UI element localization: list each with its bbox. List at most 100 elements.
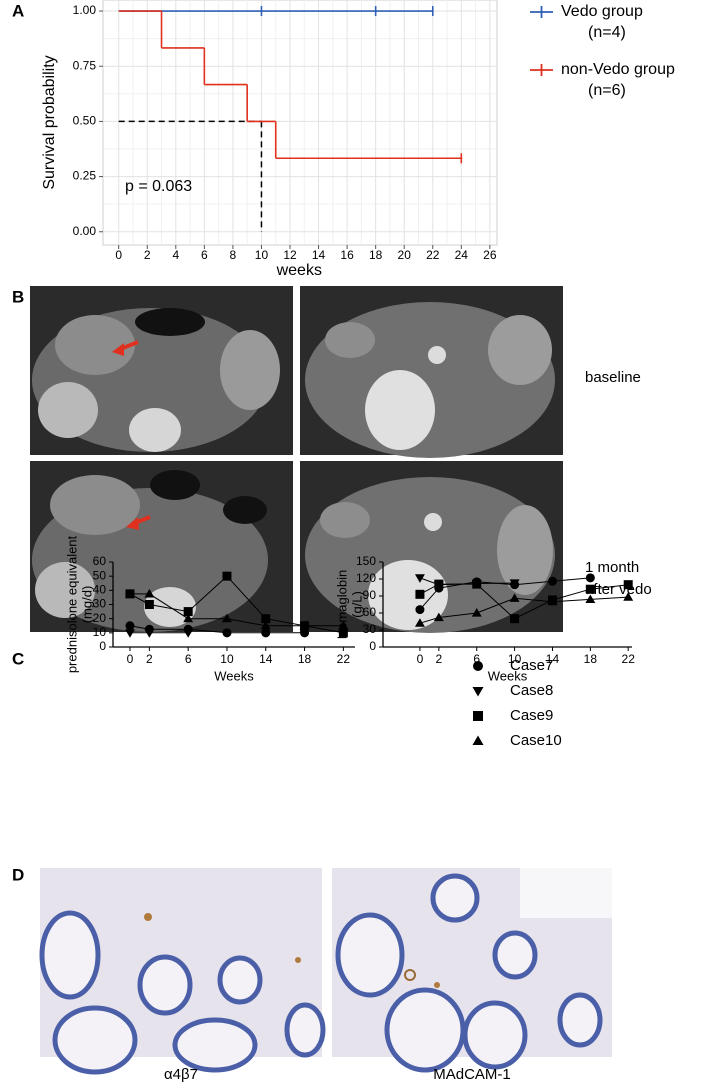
y-tick-label: 0 bbox=[99, 639, 106, 653]
marker bbox=[222, 628, 232, 638]
marker bbox=[144, 629, 155, 638]
marker bbox=[299, 620, 310, 630]
x-tick-label: 14 bbox=[546, 652, 560, 666]
x-tick-label: 20 bbox=[398, 248, 412, 262]
y-tick-label: 0 bbox=[369, 639, 376, 653]
x-tick-label: 4 bbox=[172, 248, 179, 262]
marker bbox=[415, 589, 425, 599]
marker bbox=[222, 571, 232, 581]
marker bbox=[547, 596, 558, 606]
legend-label: (n=4) bbox=[588, 24, 626, 41]
x-tick-label: 10 bbox=[220, 652, 234, 666]
marker bbox=[623, 592, 634, 601]
marker bbox=[509, 579, 520, 588]
x-tick-label: 6 bbox=[185, 652, 192, 666]
panel-label: A bbox=[12, 1, 24, 20]
ct-image bbox=[30, 286, 293, 455]
x-tick-label: 22 bbox=[337, 652, 351, 666]
x-tick-label: 10 bbox=[508, 652, 522, 666]
x-tick-label: 6 bbox=[201, 248, 208, 262]
x-tick-label: 2 bbox=[144, 248, 151, 262]
marker bbox=[338, 620, 349, 630]
marker bbox=[585, 594, 596, 603]
x-tick-label: 2 bbox=[146, 652, 153, 666]
marker bbox=[473, 661, 483, 671]
x-tick-label: 18 bbox=[298, 652, 312, 666]
y-tick-label: 120 bbox=[356, 571, 376, 585]
ct-image bbox=[30, 461, 293, 632]
x-tick-label: 12 bbox=[283, 248, 297, 262]
y-tick-label: 0.00 bbox=[73, 224, 97, 238]
marker bbox=[125, 629, 135, 638]
x-tick-label: 0 bbox=[127, 652, 134, 666]
y-tick-label: 150 bbox=[356, 554, 376, 568]
x-tick-label: 0 bbox=[115, 248, 122, 262]
legend-label: non-Vedo group bbox=[561, 61, 675, 78]
panel-label: C bbox=[12, 649, 24, 668]
y-tick-label: 0.75 bbox=[73, 58, 97, 72]
x-axis-title: Weeks bbox=[214, 668, 254, 683]
y-axis-title: (g/L) bbox=[349, 591, 364, 618]
x-tick-label: 18 bbox=[584, 652, 598, 666]
x-tick-label: 8 bbox=[230, 248, 237, 262]
marker bbox=[510, 614, 520, 624]
ct-row-label: after vedo bbox=[585, 581, 652, 598]
y-axis-title: Hemaglobin bbox=[334, 570, 349, 639]
x-tick-label: 6 bbox=[473, 652, 480, 666]
marker bbox=[414, 574, 425, 583]
legend-label: Vedo group bbox=[561, 3, 643, 20]
marker bbox=[472, 579, 482, 589]
y-tick-label: 20 bbox=[93, 611, 107, 625]
y-axis-title: prednisolone equivalent bbox=[64, 535, 79, 673]
marker bbox=[472, 735, 484, 745]
marker bbox=[260, 620, 271, 630]
marker bbox=[183, 607, 193, 617]
marker bbox=[472, 687, 484, 697]
marker bbox=[473, 711, 483, 721]
y-tick-label: 60 bbox=[363, 605, 377, 619]
y-tick-label: 50 bbox=[93, 568, 107, 582]
x-tick-label: 24 bbox=[455, 248, 469, 262]
ct-row-label: baseline bbox=[585, 369, 641, 386]
legend-label: Case10 bbox=[510, 732, 562, 749]
y-tick-label: 30 bbox=[363, 622, 377, 636]
y-tick-label: 10 bbox=[93, 625, 107, 639]
legend-label: Case9 bbox=[510, 707, 553, 724]
legend-label: Case8 bbox=[510, 682, 553, 699]
y-tick-label: 0.25 bbox=[73, 169, 97, 183]
marker bbox=[471, 608, 482, 617]
ihc-label: α4β7 bbox=[164, 1066, 198, 1083]
x-tick-label: 22 bbox=[622, 652, 636, 666]
ct-image bbox=[300, 286, 563, 458]
y-axis-title: (mg/d) bbox=[79, 586, 94, 624]
marker bbox=[300, 628, 310, 638]
x-axis-title: weeks bbox=[276, 262, 322, 279]
marker bbox=[261, 614, 271, 624]
marker bbox=[144, 588, 155, 598]
y-tick-label: 30 bbox=[93, 597, 107, 611]
x-tick-label: 18 bbox=[369, 248, 383, 262]
panel-label: B bbox=[12, 287, 24, 306]
panel-label: D bbox=[12, 865, 24, 884]
x-tick-label: 22 bbox=[426, 248, 440, 262]
x-tick-label: 14 bbox=[312, 248, 326, 262]
x-tick-label: 26 bbox=[483, 248, 497, 262]
marker bbox=[547, 576, 557, 586]
legend-label: Case7 bbox=[510, 657, 553, 674]
marker bbox=[509, 593, 520, 602]
marker bbox=[183, 629, 194, 638]
x-tick-label: 16 bbox=[340, 248, 354, 262]
x-axis-title: Weeks bbox=[488, 668, 528, 683]
y-axis-title: Survival probability bbox=[41, 55, 58, 189]
marker bbox=[261, 628, 271, 638]
x-tick-label: 10 bbox=[255, 248, 269, 262]
legend-label: (n=6) bbox=[588, 82, 626, 99]
y-tick-label: 0.50 bbox=[73, 114, 97, 128]
marker bbox=[183, 613, 194, 623]
marker bbox=[414, 618, 425, 627]
marker bbox=[222, 613, 232, 623]
marker bbox=[125, 621, 135, 631]
y-tick-label: 40 bbox=[93, 583, 107, 597]
ihc-label: MAdCAM-1 bbox=[433, 1066, 511, 1083]
